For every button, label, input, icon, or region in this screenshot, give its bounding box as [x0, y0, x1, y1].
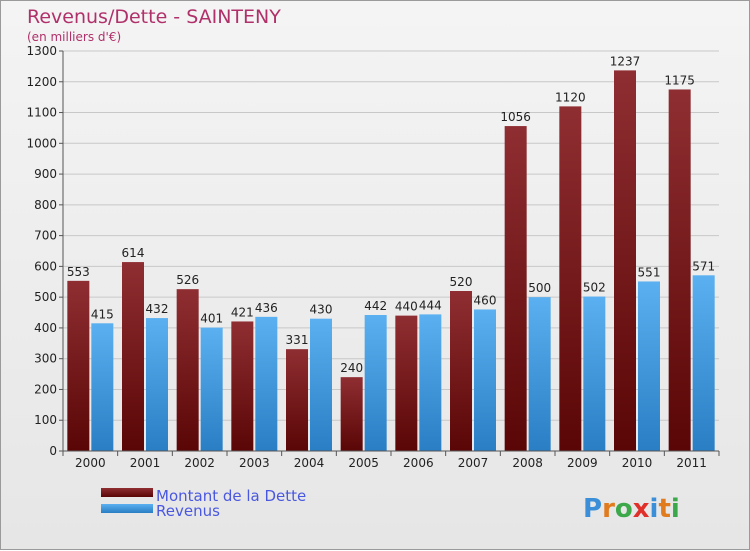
x-tick-label: 2001: [130, 456, 161, 470]
y-tick-label: 0: [49, 444, 57, 458]
y-tick-label: 1000: [26, 136, 57, 150]
bar-debt: [67, 280, 90, 451]
legend-label-debt: Montant de la Dette: [156, 487, 306, 505]
x-axis-ticks: 2000 2001 2002 2003 2004 2005 2006 2007 2008 2009…: [62, 451, 720, 470]
y-tick-label: 300: [34, 352, 57, 366]
bar-revenus: [200, 327, 223, 451]
y-axis-ticks: 0 100 200 300 400 500 600 700 800 900 1000 1100 1200…: [26, 44, 63, 458]
grid: [63, 50, 719, 421]
bar-revenus: [146, 318, 168, 451]
data-label-revenus: 415: [91, 307, 114, 321]
y-tick-label: 400: [34, 321, 57, 335]
data-label-revenus: 551: [638, 265, 661, 279]
data-label-debt: 440: [395, 300, 418, 314]
y-tick-label: 900: [34, 167, 57, 181]
x-tick-label: 2009: [567, 456, 598, 470]
data-label-debt: 614: [122, 246, 145, 260]
bar-revenus: [419, 314, 442, 451]
data-label-revenus: 502: [583, 281, 606, 295]
data-label-revenus: 436: [255, 301, 278, 315]
bar-revenus: [692, 275, 715, 451]
data-label-debt: 421: [231, 305, 254, 319]
logo-letter: o: [615, 494, 633, 524]
data-label-revenus: 571: [692, 259, 715, 273]
logo-letter: t: [658, 494, 670, 524]
bar-revenus: [91, 323, 114, 451]
legend-swatch-revenus: [101, 504, 153, 513]
chart-subtitle: (en milliers d'€): [27, 30, 121, 44]
bar-revenus: [638, 281, 660, 451]
data-label-debt: 331: [286, 333, 309, 347]
y-tick-label: 600: [34, 259, 57, 273]
data-label-debt: 526: [176, 273, 199, 287]
bar-debt: [559, 106, 582, 451]
x-tick-label: 2008: [512, 456, 543, 470]
data-label-revenus: 460: [474, 293, 497, 307]
logo-letter: i: [671, 494, 680, 524]
bar-revenus: [310, 318, 332, 451]
bar-debt: [231, 321, 254, 451]
y-tick-label: 800: [34, 198, 57, 212]
bar-revenus: [474, 309, 496, 451]
bar-revenus: [528, 297, 551, 451]
data-label-revenus: 432: [146, 302, 169, 316]
x-tick-label: 2005: [348, 456, 379, 470]
bar-debt: [504, 126, 527, 452]
data-label-debt: 1175: [664, 73, 695, 87]
bar-debt: [340, 377, 363, 451]
x-tick-label: 2004: [294, 456, 325, 470]
bar-debt: [286, 349, 308, 451]
bar-debt: [668, 89, 691, 451]
bars: [67, 70, 715, 452]
y-tick-label: 1200: [26, 75, 57, 89]
bar-revenus: [583, 296, 606, 451]
x-tick-label: 2007: [458, 456, 489, 470]
legend-swatch-debt: [101, 488, 153, 497]
data-label-debt: 240: [340, 361, 363, 375]
y-tick-label: 700: [34, 229, 57, 243]
data-label-debt: 553: [67, 265, 90, 279]
x-tick-label: 2003: [239, 456, 270, 470]
data-label-debt: 1120: [555, 90, 586, 104]
bar-debt: [614, 70, 636, 451]
data-label-debt: 1056: [500, 110, 531, 124]
y-tick-label: 200: [34, 382, 57, 396]
data-label-revenus: 442: [364, 299, 387, 313]
x-tick-label: 2006: [403, 456, 434, 470]
bar-revenus: [364, 315, 387, 451]
legend: Montant de la Dette Revenus: [101, 487, 306, 520]
legend-label-revenus: Revenus: [156, 502, 220, 520]
x-tick-label: 2010: [622, 456, 653, 470]
logo-letter: x: [633, 494, 650, 524]
logo-letter: r: [602, 494, 615, 524]
data-label-debt: 1237: [610, 54, 641, 68]
data-label-revenus: 430: [310, 303, 333, 317]
y-tick-label: 1100: [26, 106, 57, 120]
data-label-revenus: 444: [419, 298, 442, 312]
y-tick-label: 100: [34, 413, 57, 427]
data-label-debt: 520: [450, 275, 473, 289]
x-tick-label: 2002: [184, 456, 215, 470]
bar-debt: [176, 289, 199, 451]
data-label-revenus: 401: [200, 312, 223, 326]
bar-debt: [122, 262, 144, 451]
proxiti-logo: Proxiti: [583, 494, 680, 524]
bar-revenus: [255, 316, 278, 451]
x-tick-label: 2011: [676, 456, 707, 470]
logo-letter: i: [650, 494, 659, 524]
data-label-revenus: 500: [528, 281, 551, 295]
x-tick-label: 2000: [75, 456, 106, 470]
bar-debt: [395, 315, 418, 451]
chart-title: Revenus/Dette - SAINTENY: [27, 6, 281, 28]
logo-letter: P: [583, 494, 602, 524]
y-tick-label: 1300: [26, 44, 57, 58]
y-tick-label: 500: [34, 290, 57, 304]
bar-debt: [450, 291, 472, 451]
